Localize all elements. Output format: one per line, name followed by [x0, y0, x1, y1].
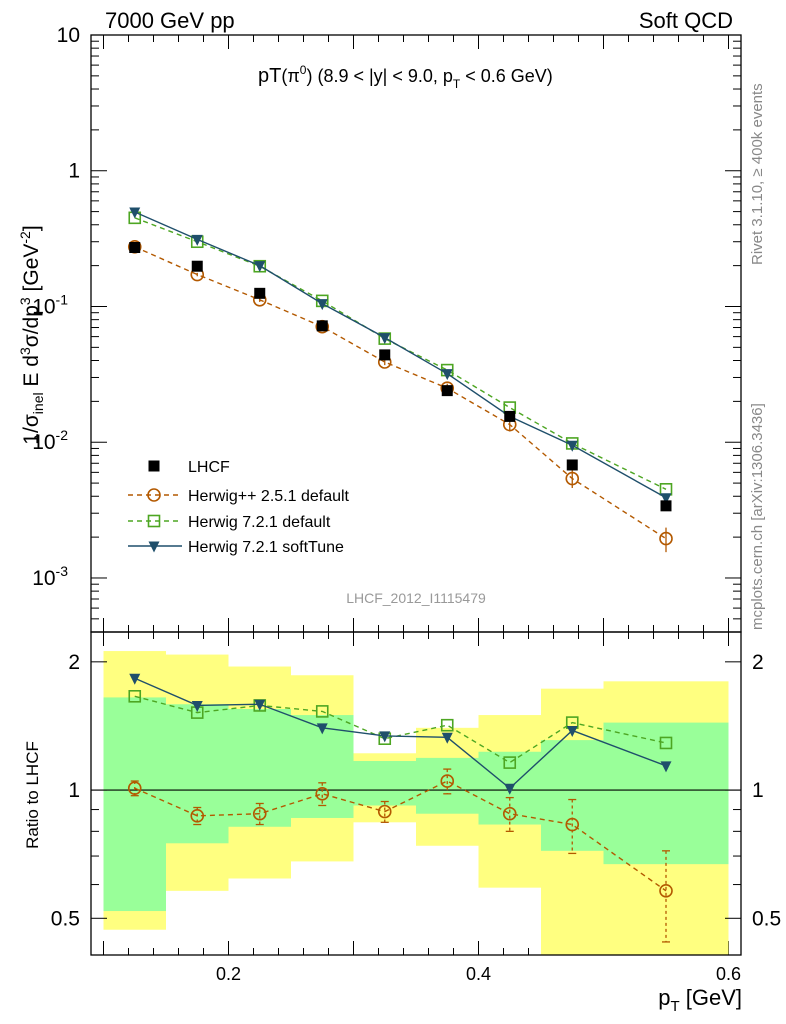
marker-herwig7-softtune [129, 673, 141, 685]
y-tick-label: 10 [57, 24, 80, 47]
y-tick-label: 10-2 [32, 427, 68, 454]
header-left: 7000 GeV pp [105, 8, 235, 33]
marker-herwig7-default [128, 690, 142, 703]
marker-herwig7-softtune [379, 731, 391, 743]
side-label-rivet: Rivet 3.1.10, ≥ 400k events [749, 83, 766, 265]
x-tick-label: 0.2 [216, 964, 241, 984]
marker-herwig7-softtune [504, 783, 516, 795]
marker-lhcf [191, 260, 203, 272]
marker-lhcf [148, 460, 160, 472]
legend-label: Herwig 7.2.1 default [188, 514, 331, 531]
x-tick-label: 0.6 [716, 964, 741, 984]
marker-herwigpp [565, 817, 580, 832]
marker-herwig7-softtune [566, 440, 578, 452]
marker-lhcf [254, 287, 266, 299]
y-tick-label: 10-1 [32, 291, 68, 318]
marker-herwig7-default [503, 756, 517, 769]
marker-herwigpp [659, 531, 673, 546]
marker-lhcf [660, 500, 672, 512]
marker-herwigpp [377, 804, 392, 819]
ratio-series-line [134, 695, 667, 764]
marker-herwigpp [147, 488, 161, 502]
ratio-y-tick-label: 1 [68, 779, 80, 802]
marker-herwig7-softtune [148, 541, 160, 553]
uncertainty-band-green [228, 708, 291, 827]
marker-herwig7-softtune [254, 699, 266, 711]
marker-lhcf [129, 242, 141, 254]
ratio-y-tick-label: 0.5 [51, 907, 80, 930]
legend-label: Herwig++ 2.5.1 default [188, 488, 350, 505]
y-tick-label: 10-3 [32, 563, 68, 590]
series-line [134, 211, 667, 499]
ratio-y-tick-label-right: 2 [752, 651, 764, 674]
marker-herwig7-softtune [254, 261, 266, 273]
legend-label: LHCF [188, 459, 230, 476]
ratio-y-tick-label-right: 0.5 [752, 907, 781, 930]
marker-herwig7-default [147, 514, 161, 528]
marker-herwig7-softtune [379, 333, 391, 345]
y-tick-label: 1 [68, 160, 80, 183]
marker-herwig7-softtune [129, 207, 141, 219]
uncertainty-band-green [103, 697, 166, 912]
main-ylabel: 1/σinel E d3σ/dp3 [GeV-2] [17, 225, 46, 444]
marker-lhcf [316, 320, 328, 332]
marker-herwigpp [440, 774, 455, 788]
ratio-ylabel: Ratio to LHCF [23, 741, 42, 849]
ratio-y-tick-label: 2 [68, 651, 80, 674]
uncertainty-band-green [541, 740, 604, 851]
marker-herwig7-softtune [191, 700, 203, 712]
marker-herwig7-softtune [660, 493, 672, 505]
analysis-watermark: LHCF_2012_I1115479 [346, 590, 486, 606]
marker-herwigpp [659, 884, 673, 898]
ratio-panel: 0.2 0.4 0.6 0.5 0.5 1 1 2 2 [51, 631, 781, 984]
marker-herwigpp [315, 786, 330, 801]
marker-lhcf [379, 349, 391, 361]
marker-herwigpp [190, 809, 205, 823]
marker-herwig7-softtune [566, 725, 578, 737]
ratio-frame [90, 631, 742, 956]
marker-herwig7-softtune [441, 732, 453, 744]
marker-herwig7-softtune [441, 369, 453, 381]
x-axis-label: pT [GeV] [658, 985, 742, 1015]
marker-lhcf [441, 385, 453, 397]
marker-herwig7-softtune [660, 761, 672, 773]
marker-herwig7-softtune [191, 234, 203, 246]
marker-herwigpp [502, 806, 517, 821]
series-line [134, 246, 667, 540]
ratio-series-line [134, 780, 667, 892]
legend: LHCF Herwig++ 2.5.1 default Herwig 7.2.1 d… [128, 459, 350, 556]
marker-herwigpp [565, 471, 580, 486]
main-title: pT(π0) (8.9 < |y| < 9.0, pT < 0.6 GeV) [258, 63, 553, 91]
marker-herwig7-default [659, 736, 673, 750]
marker-herwig7-softtune [316, 723, 328, 735]
uncertainty-band-green [416, 757, 479, 814]
x-tick-label: 0.4 [466, 964, 491, 984]
uncertainty-band-green [603, 722, 729, 865]
main-panel: 10-3 10-2 10-1 1 10 [32, 24, 742, 955]
header-right: Soft QCD [639, 8, 733, 33]
marker-herwig7-default [315, 705, 329, 718]
marker-lhcf [504, 410, 516, 422]
marker-herwigpp [252, 806, 267, 821]
marker-herwigpp [127, 781, 142, 796]
marker-herwig7-softtune [316, 299, 328, 311]
series-line [134, 217, 667, 490]
uncertainty-band-green [353, 761, 416, 806]
marker-herwig7-default [440, 718, 454, 732]
marker-lhcf [566, 459, 578, 471]
side-label-mcplots: mcplots.cern.ch [arXiv:1306.3436] [749, 403, 766, 630]
ratio-y-tick-label-right: 1 [752, 779, 764, 802]
legend-label: Herwig 7.2.1 softTune [188, 539, 344, 556]
